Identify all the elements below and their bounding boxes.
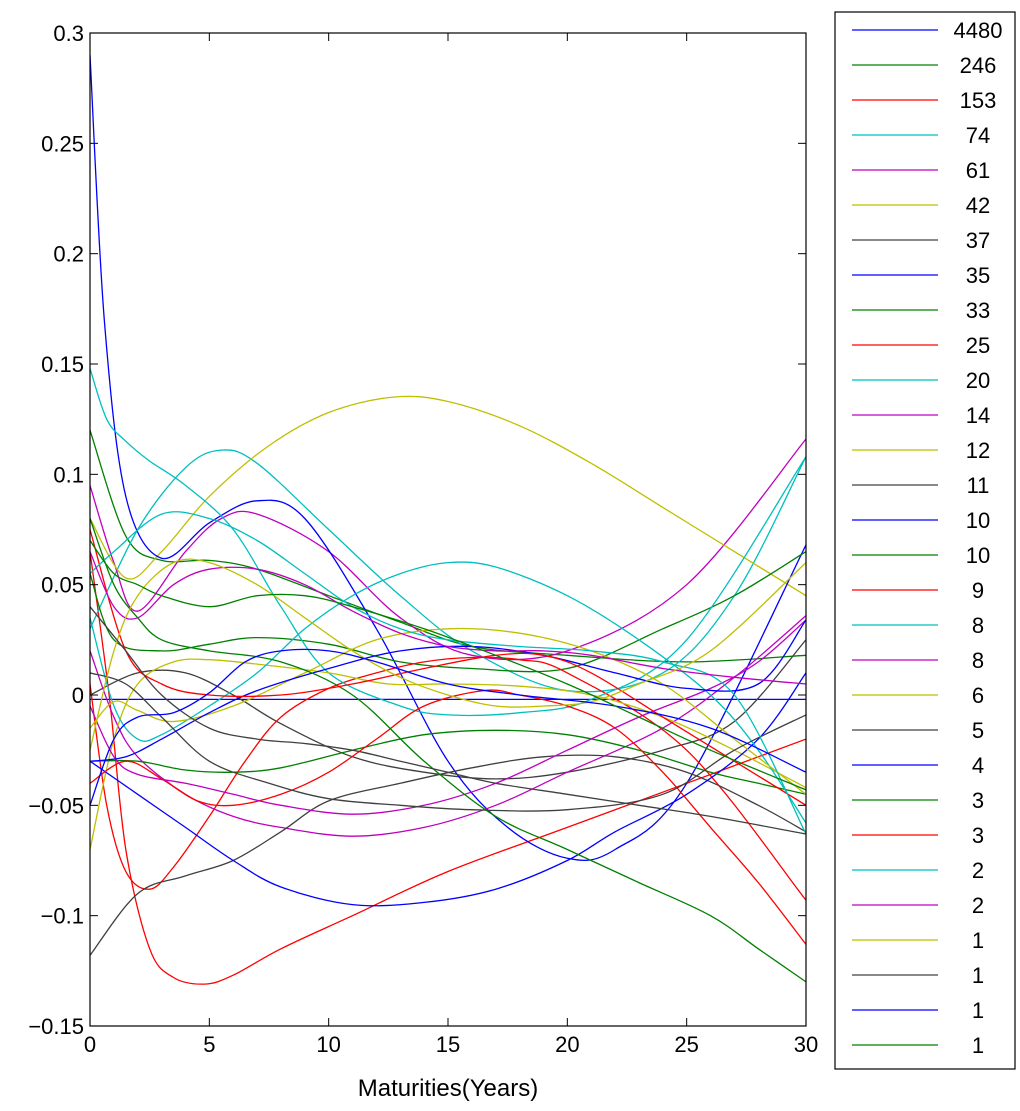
legend-label: 11 [967,473,990,498]
y-axis: −0.15 −0.1 −0.05 0 0.05 0.1 0.15 0.2 0.25 0.3 [28,21,806,1039]
legend-label: 61 [966,158,990,183]
legend-label: 1 [972,1033,984,1058]
legend-label: 153 [960,88,997,113]
legend-label: 10 [966,508,990,533]
legend-box [834,11,1016,1070]
x-tick-label: 15 [436,1032,460,1057]
series-line-23 [90,518,806,983]
legend-label: 33 [966,298,990,323]
series-line-6 [90,395,806,597]
legend-label: 4480 [954,18,1003,43]
legend-label: 42 [966,193,990,218]
series-line-14 [90,754,806,956]
legend-label: 3 [972,788,984,813]
legend: 4480246153746142373533252014121110109886… [834,11,1016,1070]
legend-label: 35 [966,263,990,288]
y-tick-label: −0.05 [28,793,84,818]
series-line-5 [90,438,806,661]
plot-lines [90,55,806,985]
series-line-25 [90,511,806,835]
series-line-8 [90,55,806,862]
series-line-4 [90,449,806,693]
series-line-15 [90,672,806,907]
y-tick-label: −0.1 [41,904,84,929]
x-tick-label: 20 [555,1032,579,1057]
legend-label: 6 [972,683,984,708]
x-axis: 0 5 10 15 20 25 30 [84,33,818,1057]
series-line-20 [90,627,806,795]
series-line-29 [90,648,806,806]
series-line-27 [90,558,806,751]
legend-label: 25 [966,333,990,358]
x-axis-title: Maturities(Years) [358,1075,539,1102]
series-line-19 [90,619,806,815]
x-tick-label: 5 [203,1032,215,1057]
series-line-9 [90,551,806,673]
legend-label: 14 [966,403,990,428]
legend-label: 37 [966,228,990,253]
legend-label: 2 [972,858,984,883]
legend-label: 1 [972,998,984,1023]
legend-label: 74 [966,123,990,148]
series-line-3 [90,551,806,985]
legend-label: 1 [972,963,984,988]
legend-label: 3 [972,823,984,848]
legend-label: 5 [972,718,984,743]
series-line-12 [90,615,806,837]
y-tick-label: −0.15 [28,1014,84,1039]
y-tick-label: 0.1 [53,462,84,487]
legend-label: 12 [966,438,990,463]
x-tick-label: 0 [84,1032,96,1057]
legend-label: 8 [972,648,984,673]
x-tick-label: 25 [674,1032,698,1057]
y-tick-label: 0.3 [53,21,84,46]
series-line-24 [90,529,806,806]
legend-label: 20 [966,368,990,393]
series-line-22 [90,619,806,762]
y-tick-label: 0.15 [41,352,84,377]
series-line-7 [90,639,806,780]
y-tick-label: 0 [72,683,84,708]
y-tick-label: 0.2 [53,242,84,267]
legend-label: 8 [972,613,984,638]
series-line-30 [90,540,806,791]
legend-label: 1 [972,928,984,953]
series-line-21 [90,672,806,812]
legend-label: 9 [972,578,984,603]
x-tick-label: 30 [794,1032,818,1057]
legend-label: 246 [960,53,997,78]
legend-label: 10 [966,543,990,568]
series-line-10 [90,656,806,901]
legend-label: 4 [972,753,984,778]
series-line-16 [90,729,806,795]
x-tick-label: 10 [316,1032,340,1057]
series-line-17 [90,689,806,945]
series-line-28 [90,606,806,835]
series-line-26 [90,551,806,685]
legend-label: 2 [972,893,984,918]
y-tick-label: 0.05 [41,573,84,598]
y-tick-label: 0.25 [41,131,84,156]
series-line-18 [90,561,806,824]
